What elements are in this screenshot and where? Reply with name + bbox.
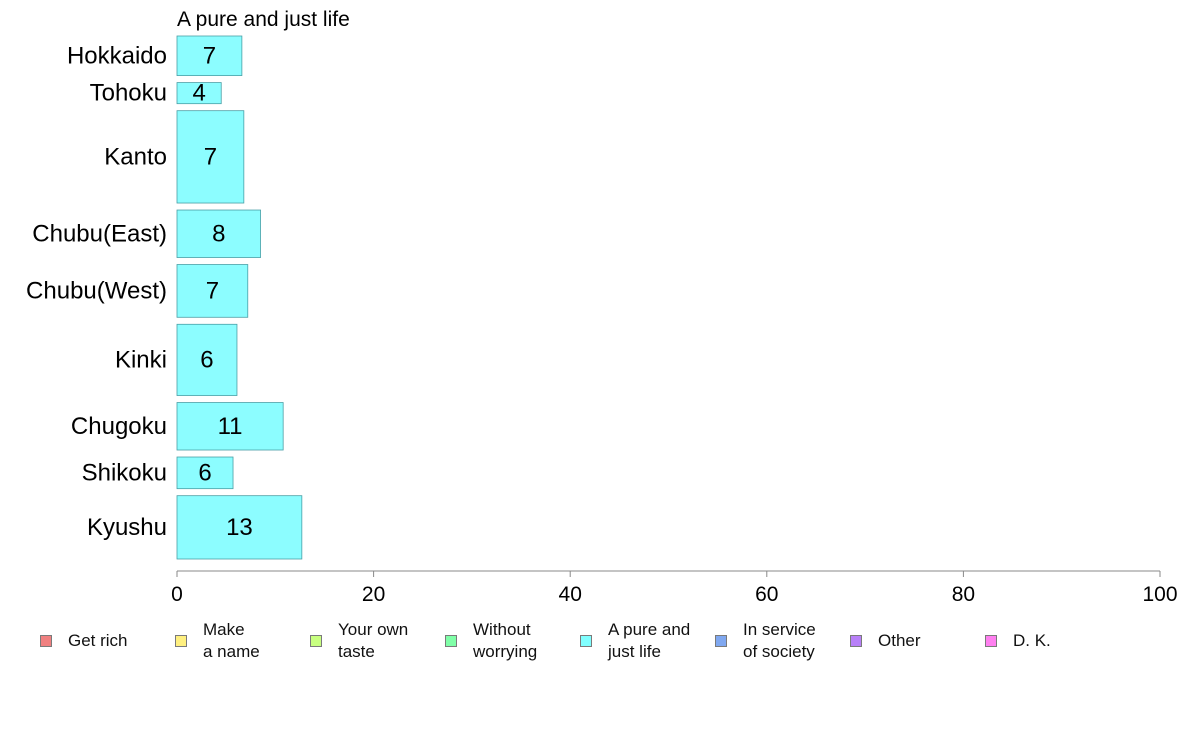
- bar-value-label: 8: [212, 220, 225, 247]
- bar-hokkaido: [176, 35, 243, 76]
- category-label: Hokkaido: [67, 42, 167, 69]
- bar-value-label: 6: [200, 346, 213, 373]
- legend-swatch: [40, 635, 52, 647]
- x-tick-label: 40: [559, 583, 582, 606]
- legend-label: Other: [878, 631, 921, 650]
- legend-swatch: [985, 635, 997, 647]
- category-label: Chugoku: [71, 413, 167, 440]
- bar-kinki: [176, 323, 238, 396]
- bar-value-label: 7: [204, 143, 217, 170]
- legend-label: A pure and just life: [608, 620, 691, 661]
- category-label: Kinki: [115, 346, 167, 373]
- legend-item: Get rich: [40, 620, 128, 662]
- x-tick-label: 100: [1142, 583, 1177, 606]
- x-tick-label: 80: [952, 583, 975, 606]
- legend-label: Make a name: [203, 620, 260, 661]
- bar-value-label: 4: [192, 80, 205, 107]
- legend-swatch: [445, 635, 457, 647]
- legend-item: In service of society: [715, 620, 816, 662]
- legend-item: Make a name: [175, 620, 260, 662]
- bar-tohoku: [176, 82, 222, 105]
- legend-label: Your own taste: [338, 620, 409, 661]
- legend-item: A pure and just life: [580, 620, 690, 662]
- category-label: Shikoku: [82, 459, 167, 486]
- legend: Get rich Make a name Your own taste Without…: [40, 620, 1180, 670]
- legend-item: D. K.: [985, 620, 1051, 662]
- bar-value-label: 6: [198, 459, 211, 486]
- legend-item: Other: [850, 620, 921, 662]
- bar-chart: A pure and just life Hokkaido 7 Tohoku 4 Kan…: [26, 8, 1178, 606]
- category-label: Kyushu: [87, 514, 167, 541]
- chart-subtitle: A pure and just life: [177, 8, 350, 31]
- legend-label: Get rich: [68, 631, 128, 650]
- category-label: Kanto: [104, 143, 167, 170]
- bar-value-label: 7: [203, 42, 216, 69]
- bars-group: Hokkaido 7 Tohoku 4 Kanto 7 Chubu(East) 8 Chubu(…: [26, 35, 303, 560]
- x-tick-label: 60: [755, 583, 778, 606]
- bar-value-label: 7: [206, 277, 219, 304]
- legend-label: D. K.: [1013, 631, 1051, 650]
- x-axis: 0 20 40 60 80 100: [171, 570, 1178, 606]
- bar-chubu-west: [176, 264, 249, 318]
- legend-swatch: [580, 635, 592, 647]
- legend-item: Without worrying: [445, 620, 537, 662]
- legend-swatch: [715, 635, 727, 647]
- category-label: Chubu(East): [32, 220, 167, 247]
- bar-shikoku: [176, 456, 234, 490]
- bar-kyushu: [176, 495, 303, 560]
- legend-swatch: [175, 635, 187, 647]
- legend-item: Your own taste: [310, 620, 408, 662]
- x-tick-label: 0: [171, 583, 183, 606]
- bar-kanto: [176, 110, 245, 204]
- bar-value-label: 11: [218, 413, 243, 440]
- bar-chubu-east: [176, 209, 261, 258]
- legend-swatch: [310, 635, 322, 647]
- category-label: Tohoku: [90, 80, 167, 107]
- legend-swatch: [850, 635, 862, 647]
- bar-value-label: 13: [226, 514, 253, 541]
- bar-chugoku: [176, 402, 284, 451]
- legend-label: In service of society: [743, 620, 816, 661]
- x-tick-label: 20: [362, 583, 385, 606]
- category-label: Chubu(West): [26, 277, 167, 304]
- legend-label: Without worrying: [473, 620, 538, 661]
